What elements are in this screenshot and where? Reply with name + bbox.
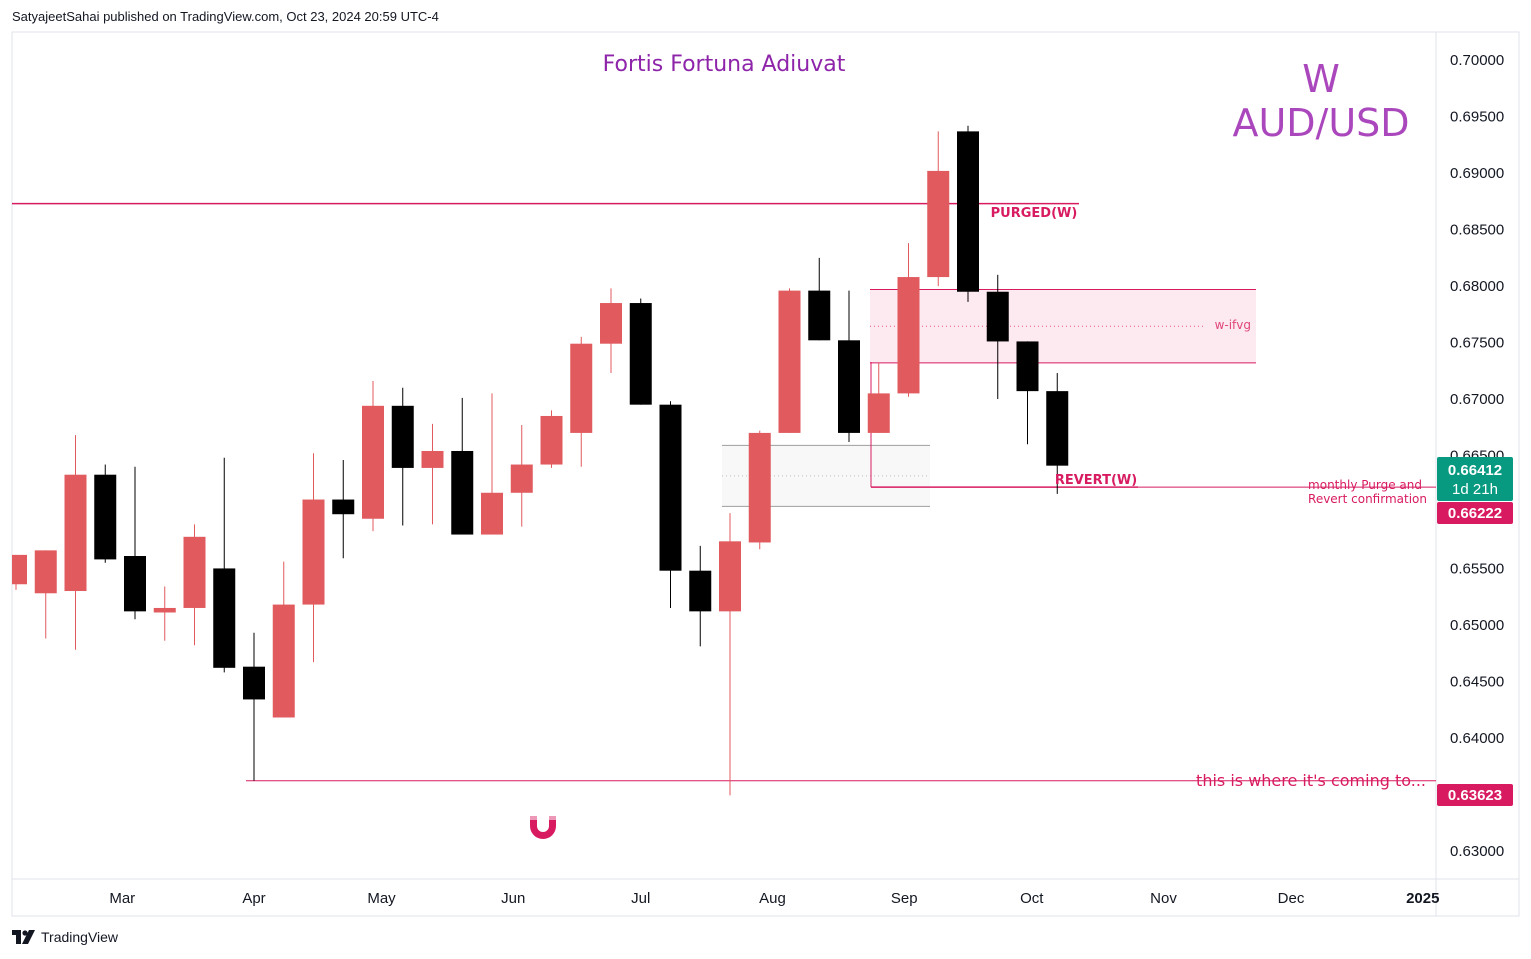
time-tick-label: Dec — [1278, 890, 1305, 907]
price-tick-label: 0.69000 — [1450, 165, 1504, 182]
price-tick-label: 0.63000 — [1450, 843, 1504, 860]
candle[interactable] — [540, 415, 563, 465]
monthly-note-line1: monthly Purge and — [1308, 478, 1422, 492]
candle[interactable] — [124, 556, 146, 612]
candle[interactable] — [34, 550, 57, 594]
symbol-label: AUD/USD — [1232, 101, 1409, 145]
candle[interactable] — [600, 303, 622, 344]
candle[interactable] — [243, 666, 265, 700]
zone-label: w-ifvg — [1215, 318, 1251, 332]
target-label: this is where it's coming to... — [1196, 771, 1426, 790]
price-tick-label: 0.70000 — [1450, 52, 1504, 69]
candle[interactable] — [332, 499, 355, 515]
candle[interactable] — [481, 492, 503, 535]
price-tick-label: 0.68500 — [1450, 222, 1504, 239]
magnet-icon — [530, 816, 556, 839]
price-tick-label: 0.65500 — [1450, 560, 1504, 577]
price-tick-label: 0.64500 — [1450, 673, 1504, 690]
last-price-value: 0.66412 — [1448, 462, 1502, 479]
candle[interactable] — [153, 607, 176, 613]
price-tick-label: 0.67500 — [1450, 335, 1504, 352]
candle[interactable] — [629, 303, 652, 405]
candle[interactable] — [64, 474, 87, 592]
candle[interactable] — [986, 291, 1009, 342]
price-tick-label: 0.67000 — [1450, 391, 1504, 408]
chart-frame — [11, 31, 1520, 917]
candle[interactable] — [748, 432, 771, 543]
time-tick-label: 2025 — [1406, 890, 1439, 907]
time-tick-label: Oct — [1020, 890, 1044, 907]
time-tick-label: Aug — [759, 890, 786, 907]
candle[interactable] — [183, 536, 206, 608]
chart-title: Fortis Fortuna Adiuvat — [603, 52, 846, 77]
tradingview-brand: TradingView — [41, 929, 119, 945]
time-tick-label: Mar — [109, 890, 135, 907]
time-tick-label: May — [367, 890, 396, 907]
candle[interactable] — [272, 604, 295, 718]
candle[interactable] — [719, 541, 741, 612]
candle[interactable] — [808, 290, 831, 341]
candle[interactable] — [451, 450, 474, 535]
revert-price-value: 0.66222 — [1448, 505, 1502, 522]
candle[interactable] — [570, 343, 593, 433]
time-tick-label: Sep — [891, 890, 918, 907]
candle[interactable] — [867, 393, 890, 433]
revert-price-badge — [1437, 502, 1513, 524]
candle[interactable] — [838, 340, 860, 433]
candle[interactable] — [1046, 391, 1069, 466]
time-tick-label: Nov — [1150, 890, 1177, 907]
candle[interactable] — [659, 404, 682, 571]
price-tick-label: 0.64000 — [1450, 730, 1504, 747]
candle[interactable] — [778, 290, 801, 433]
timeframe-label: W — [1302, 57, 1340, 101]
price-tick-label: 0.68000 — [1450, 278, 1504, 295]
target-price-value: 0.63623 — [1448, 787, 1502, 804]
last-price-badge — [1437, 457, 1513, 501]
candle[interactable] — [94, 474, 117, 560]
candle[interactable] — [897, 277, 920, 394]
candle[interactable] — [927, 170, 950, 278]
candle[interactable] — [689, 570, 712, 612]
price-tick-label: 0.65000 — [1450, 617, 1504, 634]
revert-label: REVERT(W) — [1055, 473, 1137, 488]
candle[interactable] — [213, 568, 236, 668]
candle[interactable] — [362, 405, 384, 519]
candle[interactable] — [302, 499, 325, 605]
time-tick-label: Apr — [242, 890, 265, 907]
purged-label: PURGED(W) — [991, 206, 1078, 221]
monthly-note-line2: Revert confirmation — [1308, 492, 1427, 506]
publisher-line: SatyajeetSahai published on TradingView.… — [12, 9, 439, 24]
candle[interactable] — [510, 464, 533, 493]
tradingview-logo-icon — [12, 930, 35, 944]
candle[interactable] — [957, 131, 979, 292]
time-tick-label: Jul — [631, 890, 650, 907]
candle[interactable] — [421, 450, 444, 468]
target-price-badge — [1437, 784, 1513, 806]
candle[interactable] — [1016, 341, 1039, 392]
tradingview-logo[interactable]: TradingView — [12, 929, 118, 945]
candle[interactable] — [5, 554, 27, 585]
time-tick-label: Jun — [501, 890, 525, 907]
candle-countdown: 1d 21h — [1452, 481, 1498, 498]
candle[interactable] — [391, 405, 414, 468]
price-tick-label: 0.69500 — [1450, 109, 1504, 126]
